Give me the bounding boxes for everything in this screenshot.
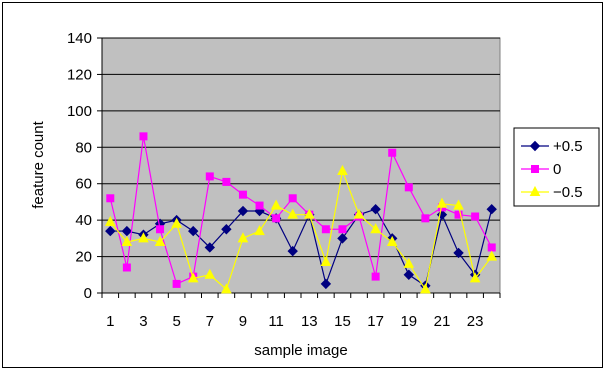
data-point xyxy=(237,205,249,217)
data-point xyxy=(403,257,415,268)
data-point xyxy=(320,278,332,290)
data-point xyxy=(453,247,464,259)
y-tick-label: 20 xyxy=(75,249,92,266)
data-point xyxy=(469,272,481,283)
y-tick-label: 40 xyxy=(75,212,92,229)
data-point xyxy=(337,164,348,175)
legend: +0.5 0 −0.5 xyxy=(513,127,600,207)
x-tick-label: 9 xyxy=(239,313,247,330)
data-point xyxy=(138,232,149,243)
legend-marker xyxy=(529,185,541,196)
data-point xyxy=(172,279,181,288)
legend-label: −0.5 xyxy=(553,184,583,201)
x-tick-label: 5 xyxy=(172,313,180,330)
data-point xyxy=(154,235,166,246)
data-point xyxy=(403,269,414,280)
x-tick-label: 7 xyxy=(206,313,214,330)
y-tick-label: 100 xyxy=(67,103,92,120)
data-point xyxy=(222,177,231,186)
series-layer xyxy=(104,132,498,294)
x-tick-label: 19 xyxy=(400,313,417,330)
x-tick-label: 1 xyxy=(106,313,114,330)
data-point xyxy=(187,272,199,283)
legend-label: 0 xyxy=(553,161,561,178)
data-point xyxy=(121,225,133,237)
plot-area xyxy=(101,37,501,294)
data-point xyxy=(238,190,247,199)
data-point xyxy=(320,255,332,267)
data-point xyxy=(421,214,430,223)
data-point xyxy=(106,194,115,203)
data-point xyxy=(270,199,282,210)
data-point xyxy=(370,204,381,215)
data-point xyxy=(388,148,397,157)
data-point xyxy=(486,250,498,261)
x-tick-label: 21 xyxy=(434,313,451,330)
data-point xyxy=(404,183,413,192)
data-point xyxy=(487,243,496,252)
data-point xyxy=(287,208,299,219)
data-point xyxy=(104,215,116,226)
x-axis-title: sample image xyxy=(254,342,347,359)
data-point xyxy=(436,197,448,208)
legend-marker xyxy=(531,165,539,173)
data-point xyxy=(321,225,330,234)
x-tick-label: 11 xyxy=(268,313,284,330)
chart-frame: 0 20 40 60 80 100 120 140 1 3 5 7 9 11 13 15 17 19 21 23 fe… xyxy=(2,2,603,368)
legend-label: +0.5 xyxy=(553,138,583,155)
y-tick-label: 0 xyxy=(84,285,92,302)
data-point xyxy=(337,233,348,244)
data-point xyxy=(255,201,264,210)
data-point xyxy=(205,172,214,181)
data-point xyxy=(353,208,365,219)
series-3 xyxy=(104,164,498,294)
data-point xyxy=(371,272,380,281)
y-tick-label: 120 xyxy=(67,66,92,83)
data-point xyxy=(122,263,131,272)
data-point xyxy=(338,225,347,234)
data-point xyxy=(254,225,265,236)
data-point xyxy=(237,232,249,243)
data-point xyxy=(204,242,215,253)
data-point xyxy=(471,212,480,221)
data-point xyxy=(486,204,497,215)
data-point xyxy=(453,199,464,210)
data-point xyxy=(386,235,398,246)
data-point xyxy=(370,223,381,234)
x-tick-label: 13 xyxy=(301,313,318,330)
data-point xyxy=(454,210,463,219)
y-tick-label: 140 xyxy=(67,30,92,47)
data-point xyxy=(188,225,199,237)
legend-marker xyxy=(529,140,541,152)
data-point xyxy=(139,132,148,141)
data-point xyxy=(287,245,298,257)
data-point xyxy=(204,268,216,279)
y-tick-label: 80 xyxy=(75,139,92,156)
data-point xyxy=(221,224,232,235)
y-tick-label: 60 xyxy=(75,176,92,193)
data-point xyxy=(121,235,133,246)
data-point xyxy=(105,225,116,237)
data-point xyxy=(171,217,182,228)
x-tick-label: 15 xyxy=(334,313,351,330)
gridlines xyxy=(102,37,500,258)
data-point xyxy=(272,214,281,223)
legend-box xyxy=(513,127,600,207)
data-point xyxy=(156,225,165,234)
x-tick-label: 3 xyxy=(139,313,147,330)
x-tick-label: 23 xyxy=(467,313,484,330)
data-point xyxy=(288,194,297,203)
data-point xyxy=(221,283,232,294)
data-point xyxy=(303,208,315,219)
y-axis-title: feature count xyxy=(30,120,47,208)
data-point xyxy=(420,283,431,294)
x-tick-label: 17 xyxy=(367,313,384,330)
